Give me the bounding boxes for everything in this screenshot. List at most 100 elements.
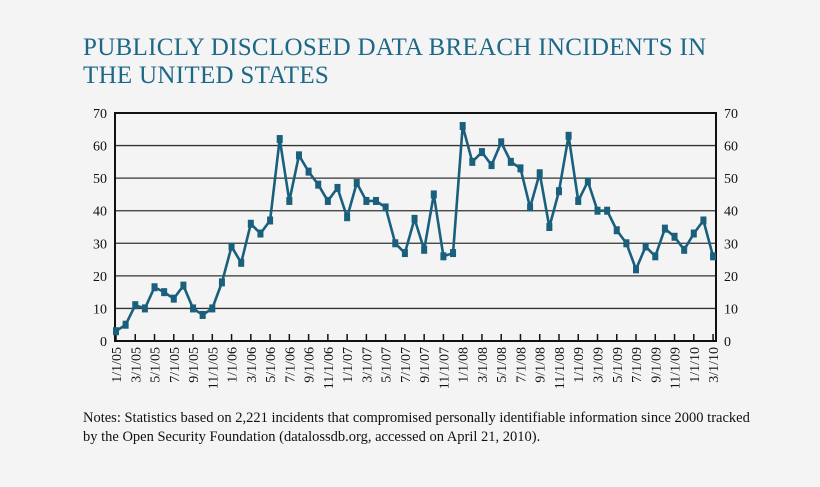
data-point-marker [334, 183, 341, 192]
x-tick-label: 1/1/09 [572, 347, 587, 383]
x-tick-label: 11/1/08 [553, 347, 568, 389]
x-tick-label: 3/1/07 [360, 347, 375, 383]
data-point-marker [180, 281, 187, 290]
x-tick-label: 9/1/08 [534, 347, 549, 383]
x-tick-label: 1/1/06 [226, 347, 241, 383]
x-tick-label: 3/1/06 [245, 347, 260, 383]
data-point-marker [141, 304, 148, 313]
series-incidents [113, 122, 717, 336]
data-point-marker [151, 283, 158, 292]
y-tick-label-left: 60 [93, 140, 107, 155]
y-tick-label-left: 10 [93, 302, 107, 317]
data-point-marker [276, 135, 283, 144]
x-tick-label: 9/1/07 [418, 347, 433, 383]
data-point-marker [613, 226, 620, 235]
data-point-marker [324, 196, 331, 205]
y-axis-right: 0 10 20 30 40 50 60 70 [724, 107, 738, 350]
x-tick-label: 11/1/07 [437, 347, 452, 389]
data-point-marker [199, 310, 206, 319]
y-tick-label-right: 0 [724, 335, 731, 350]
x-tick-label: 11/1/06 [322, 347, 337, 389]
data-point-marker [488, 161, 495, 170]
y-tick-label-left: 70 [93, 107, 107, 122]
x-tick-label: 11/1/05 [206, 347, 221, 389]
data-point-marker [594, 206, 601, 215]
y-tick-label-left: 0 [100, 335, 107, 350]
data-point-marker [305, 167, 312, 176]
x-tick-label: 7/1/05 [168, 347, 183, 383]
x-tick-label: 1/1/05 [110, 347, 125, 383]
data-point-marker [170, 294, 177, 303]
data-point-marker [401, 249, 408, 258]
x-tick-label: 5/1/08 [495, 347, 510, 383]
data-point-marker [132, 301, 139, 310]
series-line [115, 124, 715, 333]
x-tick-label: 9/1/09 [649, 347, 664, 383]
x-tick-label: 5/1/05 [149, 347, 164, 383]
data-point-marker [421, 245, 428, 254]
data-point-marker [315, 180, 322, 189]
data-point-marker [459, 122, 466, 131]
data-point-marker [690, 229, 697, 238]
x-tick-label: 5/1/07 [380, 347, 395, 383]
plot-border [114, 112, 717, 342]
x-tick-label: 7/1/07 [399, 347, 414, 383]
data-point-marker [295, 151, 302, 160]
x-tick-label: 7/1/09 [630, 347, 645, 383]
data-point-marker [122, 320, 129, 329]
data-point-marker [652, 252, 659, 261]
data-point-marker [661, 224, 668, 233]
chart-notes: Notes: Statistics based on 2,221 inciden… [83, 410, 750, 445]
data-point-marker [344, 213, 351, 222]
chart-title: PUBLICLY DISCLOSED DATA BREACH INCIDENTS… [83, 34, 707, 89]
y-tick-label-right: 30 [724, 237, 738, 252]
data-point-marker [373, 196, 380, 205]
data-point-marker [363, 196, 370, 205]
x-tick-label: 3/1/05 [129, 347, 144, 383]
x-tick-label: 9/1/05 [187, 347, 202, 383]
data-point-marker [546, 223, 553, 231]
data-point-marker [238, 258, 245, 267]
y-tick-label-right: 10 [724, 302, 738, 317]
y-axis-left: 0 10 20 30 40 50 60 70 [93, 107, 107, 350]
y-tick-label-right: 70 [724, 107, 738, 122]
data-point-marker [382, 203, 389, 212]
data-point-marker [507, 157, 514, 166]
data-point-marker [218, 278, 225, 287]
plot-frame [114, 112, 717, 342]
y-tick-label-left: 30 [93, 237, 107, 252]
y-tick-label-right: 50 [724, 172, 738, 187]
x-tick-label: 7/1/06 [283, 347, 298, 383]
data-point-marker [536, 169, 543, 178]
data-point-marker [584, 177, 591, 186]
data-point-marker [411, 214, 418, 223]
x-tick-label: 9/1/06 [303, 347, 318, 383]
gridlines [115, 144, 716, 310]
data-point-marker [642, 242, 649, 251]
x-tick-label: 5/1/09 [611, 347, 626, 383]
data-point-marker [228, 242, 235, 251]
data-point-marker [440, 252, 447, 261]
data-point-marker [247, 219, 254, 228]
data-point-marker [575, 196, 582, 205]
data-point-marker [565, 131, 572, 140]
y-tick-label-right: 60 [724, 140, 738, 155]
data-point-marker [517, 164, 524, 173]
data-point-marker [257, 229, 264, 238]
data-point-marker [209, 304, 216, 313]
data-point-marker [700, 216, 707, 225]
data-point-marker [267, 216, 274, 225]
data-point-marker [623, 239, 630, 248]
y-tick-label-left: 50 [93, 172, 107, 187]
data-point-marker [604, 206, 611, 215]
x-tick-label: 11/1/09 [669, 347, 684, 389]
data-point-marker [286, 196, 293, 205]
x-tick-label: 5/1/06 [264, 347, 279, 383]
x-tick-label: 1/1/10 [688, 347, 703, 383]
data-point-marker [710, 252, 717, 261]
data-point-marker [469, 157, 476, 166]
data-point-marker [450, 249, 457, 258]
data-point-marker [555, 187, 562, 196]
x-tick-label: 1/1/08 [457, 347, 472, 383]
